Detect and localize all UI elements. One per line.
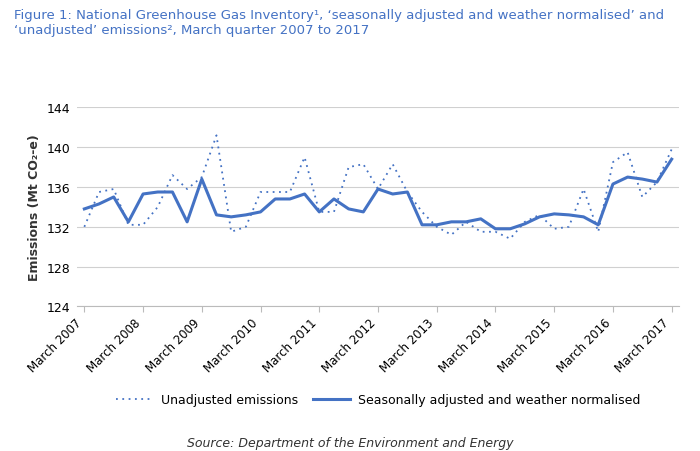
- Y-axis label: Emissions (Mt CO₂-e): Emissions (Mt CO₂-e): [28, 134, 41, 281]
- Text: Figure 1: National Greenhouse Gas Inventory¹, ‘seasonally adjusted and weather n: Figure 1: National Greenhouse Gas Invent…: [14, 9, 664, 37]
- Legend: Unadjusted emissions, Seasonally adjusted and weather normalised: Unadjusted emissions, Seasonally adjuste…: [111, 389, 645, 412]
- Text: Source: Department of the Environment and Energy: Source: Department of the Environment an…: [187, 436, 513, 449]
